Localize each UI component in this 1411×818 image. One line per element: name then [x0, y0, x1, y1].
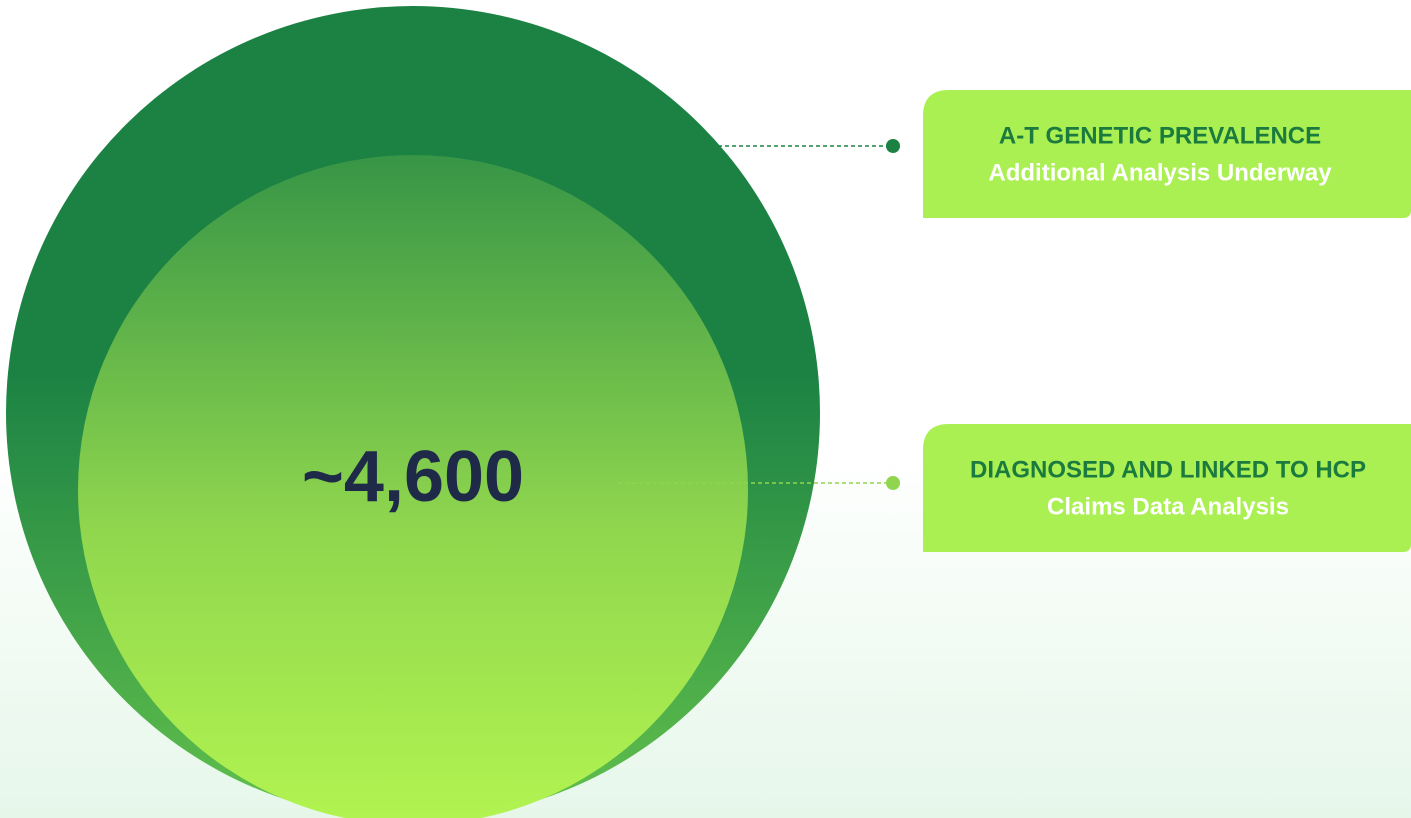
connector-dot — [886, 476, 900, 490]
label-box — [923, 424, 1411, 552]
label-title: A-T GENETIC PREVALENCE — [999, 122, 1321, 149]
inner-circle — [78, 155, 748, 818]
label-subtitle: Additional Analysis Underway — [988, 159, 1332, 186]
label-box — [923, 90, 1411, 218]
connector-dot — [886, 139, 900, 153]
center-value: ~4,600 — [302, 437, 524, 517]
label-subtitle: Claims Data Analysis — [1047, 493, 1289, 520]
label-title: DIAGNOSED AND LINKED TO HCP — [970, 456, 1366, 483]
